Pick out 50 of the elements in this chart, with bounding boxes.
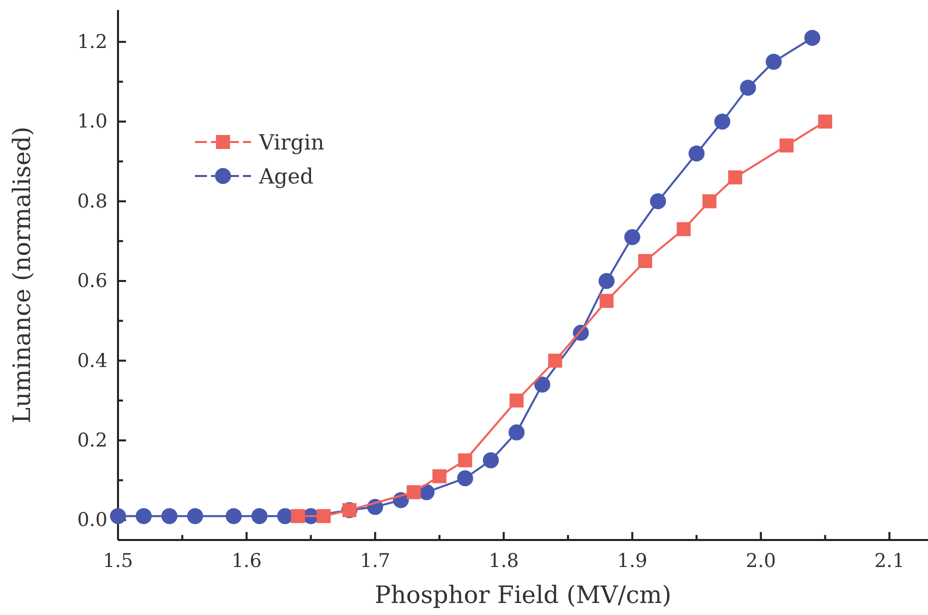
point: [110, 508, 126, 524]
point: [766, 54, 782, 70]
point: [291, 509, 305, 524]
point: [728, 170, 742, 184]
point: [714, 114, 730, 130]
y-tick-label: 0.0: [77, 509, 108, 532]
x-tick-label: 1.6: [231, 550, 262, 572]
point: [638, 254, 652, 268]
point: [187, 508, 204, 524]
point: [676, 222, 691, 236]
x-axis-title: Phosphor Field (MV/cm): [374, 581, 672, 609]
x-tick-label: 1.5: [102, 550, 134, 572]
y-tick-label: 1.0: [77, 110, 108, 133]
point: [457, 470, 474, 486]
point: [818, 114, 832, 129]
point: [510, 394, 524, 408]
point: [804, 30, 820, 46]
point: [624, 229, 640, 246]
y-axis-title: Luminance (normalised): [8, 126, 36, 424]
point: [534, 376, 550, 393]
point: [740, 80, 756, 96]
point: [406, 485, 421, 500]
y-tick-label: 0.2: [77, 429, 108, 452]
x-tick-label: 1.8: [488, 550, 519, 572]
point: [136, 508, 152, 524]
point: [598, 272, 615, 289]
legend-label: Aged: [258, 164, 314, 188]
point: [432, 469, 446, 484]
y-tick-label: 0.8: [77, 190, 108, 212]
x-tick-label: 2.0: [746, 550, 776, 572]
y-tick-label: 0.4: [77, 350, 108, 372]
point: [161, 508, 178, 524]
point: [226, 508, 242, 524]
point: [482, 452, 499, 468]
x-tick-label: 1.7: [360, 550, 390, 572]
point: [780, 138, 794, 152]
x-tick-label: 2.1: [874, 550, 905, 572]
point: [251, 508, 268, 524]
point: [688, 145, 705, 162]
y-tick-label: 0.6: [77, 270, 108, 292]
y-tick-label: 1.2: [77, 30, 108, 53]
point: [600, 294, 614, 308]
point: [458, 453, 472, 468]
point: [650, 193, 666, 210]
point: [702, 194, 716, 208]
legend-label: Virgin: [258, 130, 324, 154]
point: [548, 354, 562, 368]
point: [316, 509, 331, 524]
x-tick-label: 1.9: [617, 550, 648, 572]
point: [508, 424, 525, 440]
